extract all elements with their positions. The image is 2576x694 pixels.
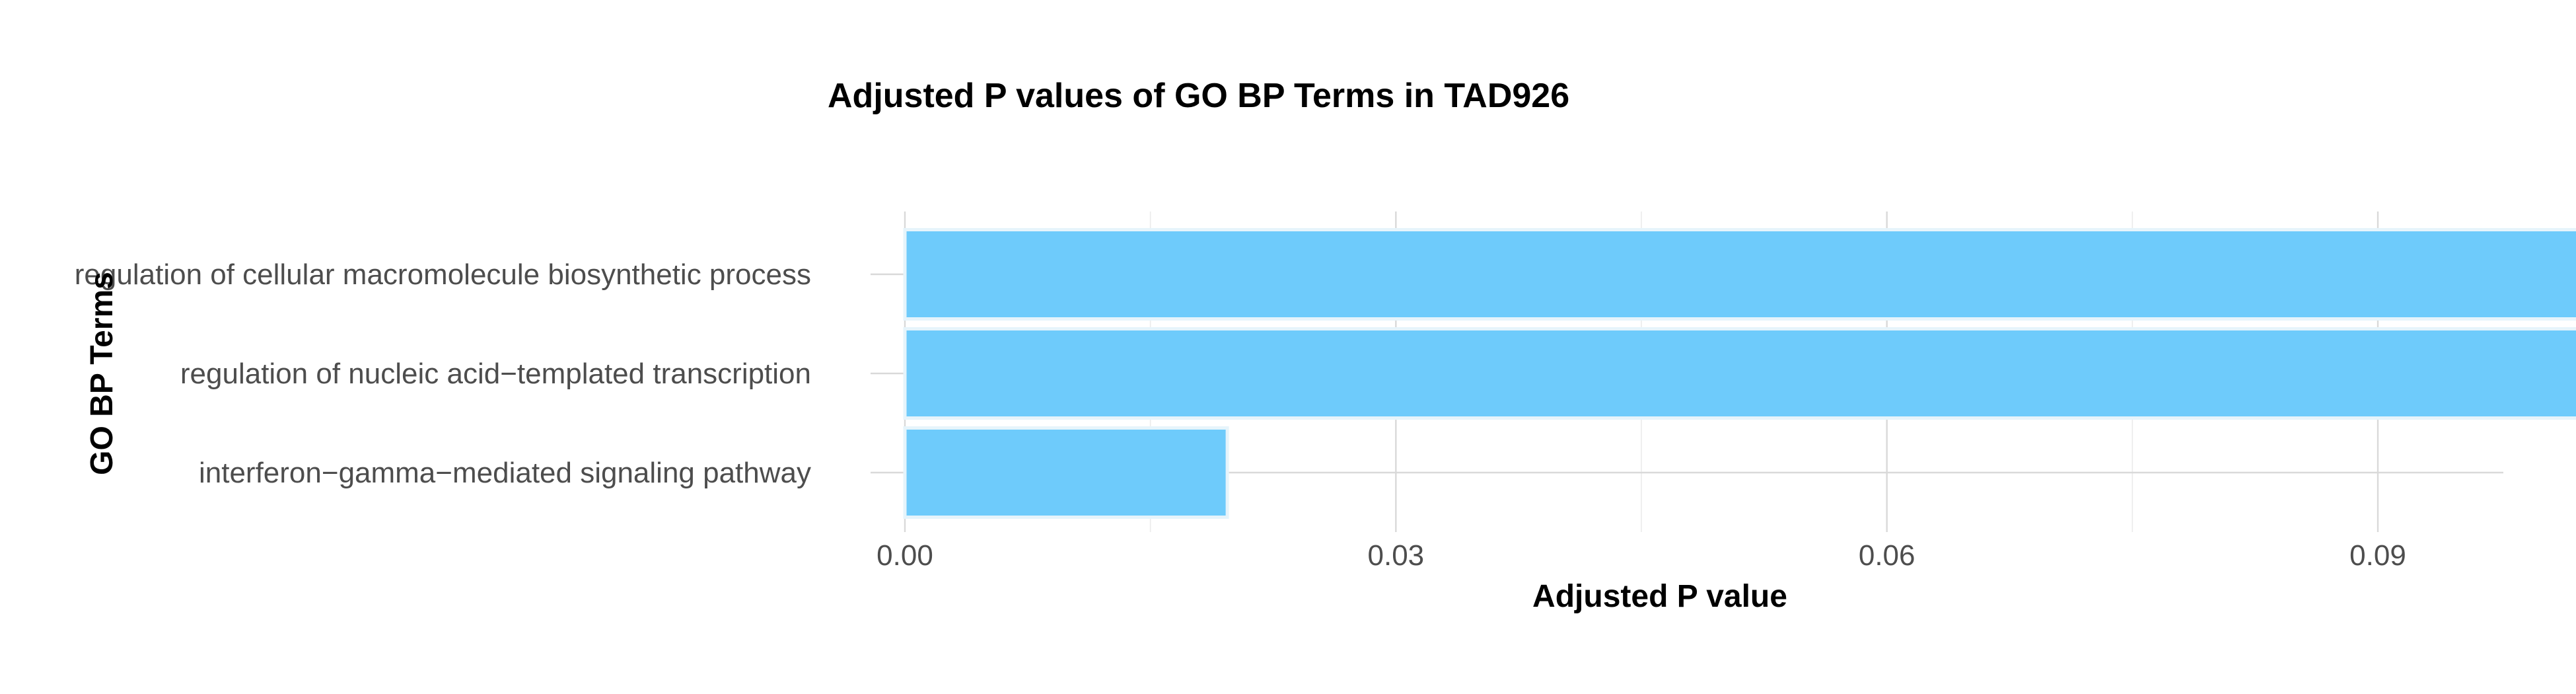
- x-tick-label: 0.03: [1368, 539, 1425, 572]
- x-axis-title: Adjusted P value: [1532, 579, 1787, 614]
- bar: [903, 228, 2576, 321]
- y-tick-label: regulation of nucleic acid−templated tra…: [180, 358, 811, 390]
- y-axis-title: GO BP Terms: [85, 272, 120, 475]
- bars: [903, 228, 2576, 519]
- x-tick-labels: 0.00 0.03 0.06 0.09: [877, 539, 2406, 572]
- chart-title: Adjusted P values of GO BP Terms in TAD9…: [828, 77, 1569, 115]
- y-tick-label: regulation of cellular macromolecule bio…: [75, 258, 811, 291]
- y-tick-label: interferon−gamma−mediated signaling path…: [199, 457, 811, 489]
- bar: [903, 426, 1229, 519]
- x-tick-label: 0.09: [2349, 539, 2406, 572]
- x-tick-label: 0.06: [1859, 539, 1915, 572]
- x-tick-label: 0.00: [877, 539, 933, 572]
- bar: [903, 327, 2576, 420]
- y-tick-labels: regulation of cellular macromolecule bio…: [75, 258, 811, 489]
